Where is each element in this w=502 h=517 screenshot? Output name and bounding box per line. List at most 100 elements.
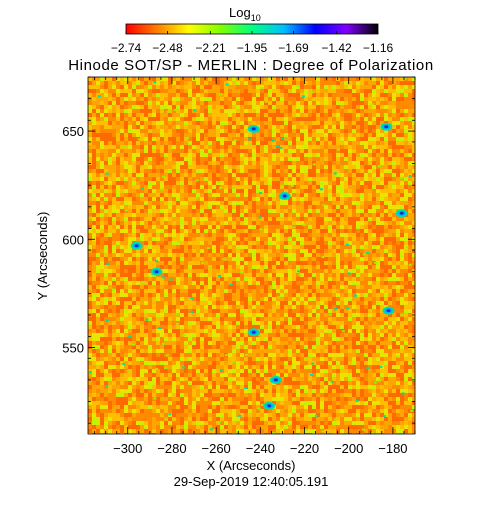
map-cell — [252, 89, 256, 93]
map-cell — [376, 117, 380, 121]
map-cell — [224, 193, 228, 197]
map-cell — [360, 313, 364, 317]
map-cell — [248, 105, 252, 109]
map-cell — [204, 273, 208, 277]
map-cell — [208, 193, 212, 197]
map-cell — [272, 293, 276, 297]
map-cell — [176, 81, 180, 85]
map-cell — [268, 161, 272, 165]
map-cell — [232, 177, 236, 181]
map-cell — [304, 97, 308, 101]
map-cell — [108, 77, 112, 81]
map-cell — [272, 93, 276, 97]
map-cell — [372, 285, 376, 289]
map-cell — [200, 101, 204, 105]
map-cell — [220, 117, 224, 121]
map-cell — [296, 209, 300, 213]
map-cell — [400, 157, 404, 161]
map-cell — [268, 85, 272, 89]
map-cell — [356, 181, 360, 185]
map-cell — [252, 197, 256, 201]
map-cell — [208, 181, 212, 185]
map-cell — [148, 193, 152, 197]
map-cell — [264, 313, 268, 317]
map-cell — [124, 305, 128, 309]
map-cell — [376, 241, 380, 245]
map-cell — [288, 233, 292, 237]
map-cell — [316, 157, 320, 161]
map-cell — [364, 189, 368, 193]
map-cell — [220, 201, 224, 205]
map-cell — [216, 201, 220, 205]
map-cell — [396, 297, 400, 301]
map-cell — [232, 289, 236, 293]
map-cell — [100, 169, 104, 173]
map-cell — [104, 301, 108, 305]
map-cell — [396, 273, 400, 277]
map-cell — [180, 105, 184, 109]
map-cell — [180, 161, 184, 165]
map-cell — [228, 229, 232, 233]
map-cell — [176, 293, 180, 297]
map-cell — [404, 241, 408, 245]
map-cell — [344, 109, 348, 113]
map-cell — [212, 233, 216, 237]
map-cell — [188, 173, 192, 177]
map-cell — [244, 85, 248, 89]
map-cell — [196, 113, 200, 117]
map-cell — [208, 109, 212, 113]
map-cell — [228, 213, 232, 217]
map-cell — [280, 249, 284, 253]
map-cell — [312, 193, 316, 197]
map-cell — [240, 137, 244, 141]
map-cell — [88, 173, 92, 177]
map-cell — [112, 93, 116, 97]
map-cell — [144, 201, 148, 205]
map-cell — [196, 181, 200, 185]
map-cell — [88, 229, 92, 233]
map-cell — [320, 293, 324, 297]
map-cell — [228, 141, 232, 145]
map-cell — [88, 269, 92, 273]
map-cell — [396, 225, 400, 229]
map-cell — [300, 157, 304, 161]
map-cell — [116, 129, 120, 133]
map-cell — [128, 85, 132, 89]
map-cell — [152, 185, 156, 189]
colorbar-tick-label: −2.48 — [152, 41, 183, 55]
map-cell — [340, 105, 344, 109]
map-cell — [176, 181, 180, 185]
map-cell — [276, 133, 280, 137]
map-cell — [352, 273, 356, 277]
map-cell — [160, 317, 164, 321]
map-cell — [88, 101, 92, 105]
map-cell — [232, 297, 236, 301]
map-cell — [376, 133, 380, 137]
map-cell — [392, 209, 396, 213]
map-cell — [256, 277, 260, 281]
map-cell — [104, 209, 108, 213]
map-cell — [332, 161, 336, 165]
map-cell — [212, 309, 216, 313]
map-cell — [228, 149, 232, 153]
map-cell — [380, 113, 384, 117]
map-cell — [324, 245, 328, 249]
map-cell — [176, 297, 180, 301]
map-cell — [180, 241, 184, 245]
map-cell — [340, 257, 344, 261]
map-cell — [260, 93, 264, 97]
map-cell — [92, 245, 96, 249]
map-cell — [304, 261, 308, 265]
map-cell — [392, 289, 396, 293]
map-cell — [156, 105, 160, 109]
map-cell — [388, 93, 392, 97]
map-cell — [356, 305, 360, 309]
map-cell — [352, 269, 356, 273]
map-cell — [232, 173, 236, 177]
map-cell — [104, 113, 108, 117]
map-cell — [160, 225, 164, 229]
map-cell — [96, 105, 100, 109]
map-cell — [332, 197, 336, 201]
map-cell — [316, 305, 320, 309]
map-cell — [240, 245, 244, 249]
